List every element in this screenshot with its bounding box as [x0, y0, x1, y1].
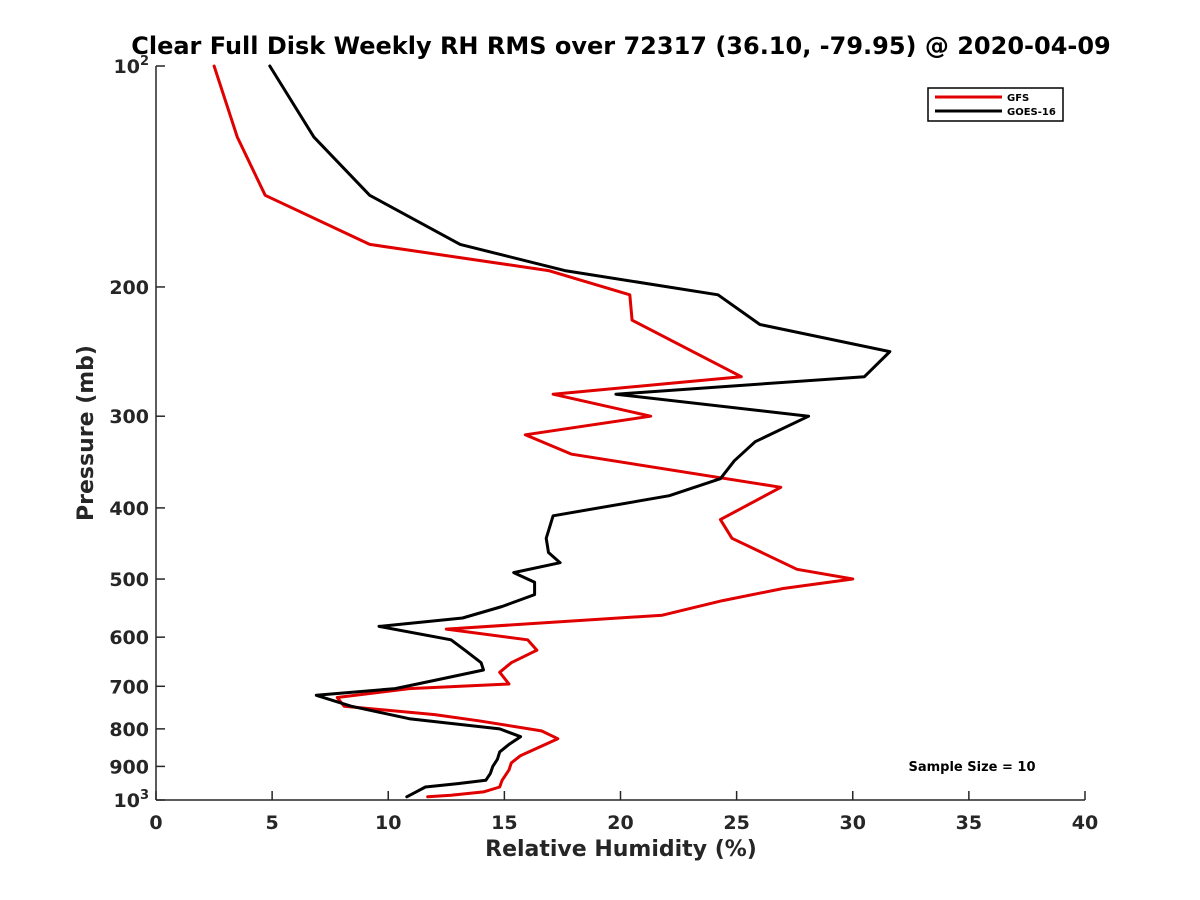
x-tick-label: 20	[607, 812, 633, 834]
x-axis-label: Relative Humidity (%)	[485, 837, 757, 862]
series-line-goes-16	[268, 64, 892, 799]
x-tick-label: 25	[723, 812, 749, 834]
y-tick-label: 102	[114, 54, 150, 78]
legend-label: GOES-16	[1007, 107, 1056, 118]
y-tick-label: 600	[109, 627, 149, 649]
y-tick-label: 700	[109, 676, 149, 698]
series-line-gfs	[212, 64, 855, 799]
chart-title: Clear Full Disk Weekly RH RMS over 72317…	[131, 32, 1111, 60]
y-tick-label: 103	[114, 788, 150, 812]
y-axis-label: Pressure (mb)	[74, 345, 99, 521]
x-tick-label: 30	[840, 812, 866, 834]
y-tick-label: 200	[109, 277, 149, 299]
y-tick-label: 900	[109, 756, 149, 778]
legend-box	[927, 87, 1064, 122]
sample-size-annotation: Sample Size = 10	[908, 760, 1035, 775]
x-tick-label: 35	[956, 812, 982, 834]
series-layer	[212, 64, 892, 799]
legend: GFS GOES-16	[927, 87, 1064, 122]
axes-layer: 0 5 10 15 20 25 30 35 40 102 200 300 400 500 600 700 800…	[109, 54, 1098, 834]
y-tick-label: 400	[109, 498, 149, 520]
x-tick-label: 0	[149, 812, 162, 834]
x-tick-label: 5	[266, 812, 279, 834]
legend-label: GFS	[1007, 93, 1029, 104]
x-tick-label: 10	[375, 812, 401, 834]
y-tick-label: 500	[109, 569, 149, 591]
y-tick-label: 800	[109, 719, 149, 741]
x-tick-label: 40	[1072, 812, 1098, 834]
x-tick-label: 15	[491, 812, 517, 834]
y-tick-label: 300	[109, 406, 149, 428]
